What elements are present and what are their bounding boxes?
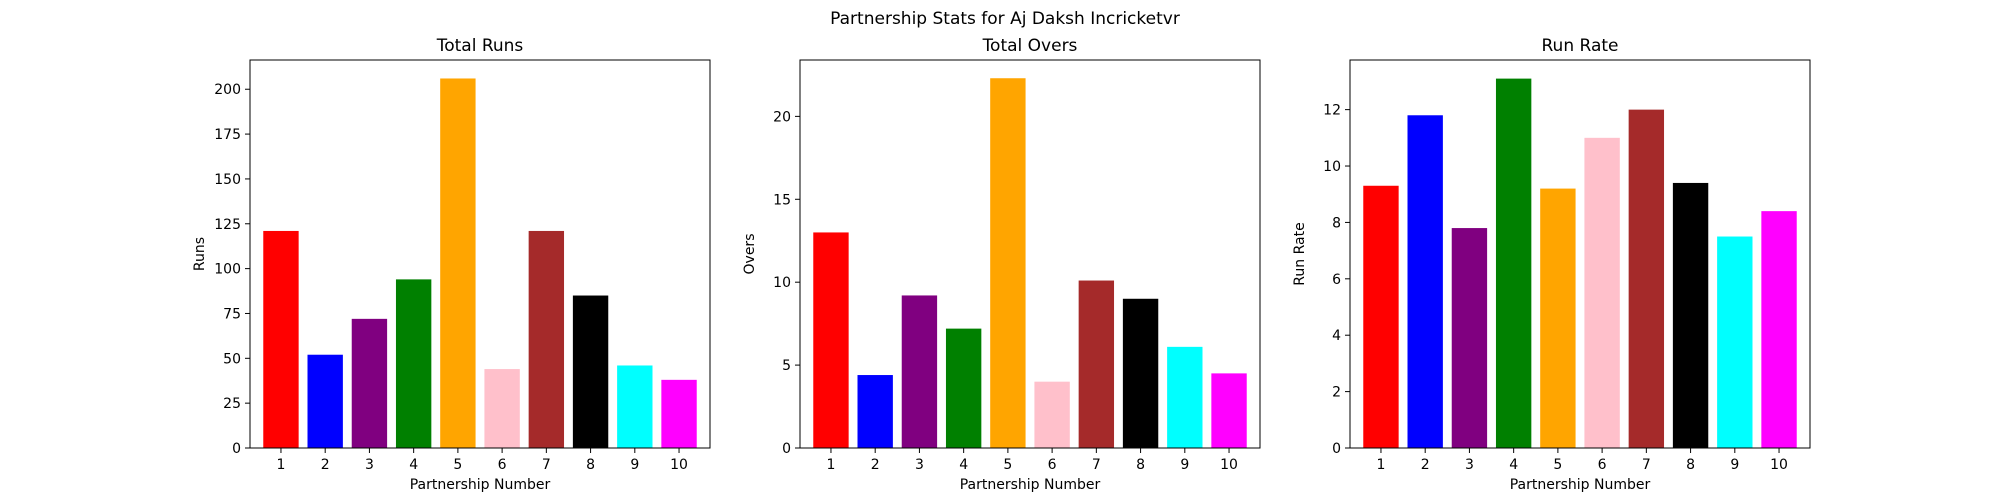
bar-1 — [263, 230, 299, 448]
x-tick-label: 4 — [1509, 457, 1518, 473]
y-tick-label: 100 — [214, 262, 241, 278]
y-tick-label: 175 — [214, 127, 241, 143]
y-tick-label: 75 — [223, 306, 241, 322]
x-tick-label: 9 — [630, 457, 639, 473]
bar-3 — [901, 295, 938, 448]
y-tick-label: 10 — [1323, 159, 1341, 175]
x-tick-label: 6 — [1598, 457, 1607, 473]
y-tick-label: 200 — [214, 82, 241, 98]
x-tick-label: 10 — [1220, 457, 1238, 473]
y-tick-label: 10 — [773, 275, 791, 291]
bar-7 — [1078, 280, 1115, 448]
x-tick-label: 10 — [670, 457, 688, 473]
axes-frame — [799, 59, 1261, 449]
y-tick-label: 25 — [223, 396, 241, 412]
x-tick-label: 10 — [1770, 457, 1788, 473]
bar-1 — [813, 232, 849, 448]
x-axis-label: Partnership Number — [960, 477, 1101, 493]
bar-4 — [945, 328, 982, 448]
x-tick-label: 3 — [1465, 457, 1474, 473]
y-tick-label: 4 — [1332, 328, 1341, 344]
x-tick-label: 8 — [1686, 457, 1695, 473]
y-tick-label: 8 — [1332, 215, 1341, 231]
chart-title: Run Rate — [1542, 36, 1619, 56]
bar-3 — [1451, 228, 1488, 448]
x-tick-label: 7 — [542, 457, 551, 473]
x-tick-label: 7 — [1642, 457, 1651, 473]
bar-5 — [1540, 188, 1576, 448]
y-tick-label: 0 — [232, 441, 241, 457]
figure-title: Partnership Stats for Aj Daksh Incricket… — [830, 9, 1180, 29]
chart-title: Total Runs — [436, 36, 524, 56]
bar-2 — [307, 354, 343, 448]
y-axis-label: Overs — [742, 234, 758, 275]
y-tick-label: 5 — [782, 358, 791, 374]
x-tick-label: 7 — [1092, 457, 1101, 473]
x-tick-label: 5 — [453, 457, 462, 473]
bar-8 — [1672, 182, 1709, 448]
x-axis-label: Partnership Number — [410, 477, 551, 493]
y-tick-label: 2 — [1332, 385, 1341, 401]
bar-4 — [1495, 78, 1532, 449]
x-axis-label: Partnership Number — [1510, 477, 1651, 493]
y-tick-label: 20 — [773, 109, 791, 125]
bar-3 — [351, 318, 388, 448]
x-tick-label: 4 — [959, 457, 968, 473]
x-tick-label: 4 — [409, 457, 418, 473]
x-tick-label: 1 — [277, 457, 286, 473]
x-tick-label: 2 — [321, 457, 330, 473]
x-tick-label: 3 — [915, 457, 924, 473]
bar-8 — [1122, 298, 1159, 448]
x-tick-label: 1 — [827, 457, 836, 473]
bar-6 — [484, 369, 520, 448]
x-tick-label: 3 — [365, 457, 374, 473]
bar-8 — [572, 295, 609, 448]
y-tick-label: 125 — [214, 217, 241, 233]
x-tick-label: 6 — [1048, 457, 1057, 473]
bar-7 — [528, 230, 565, 448]
y-tick-label: 6 — [1332, 272, 1341, 288]
x-tick-label: 8 — [1136, 457, 1145, 473]
y-axis-label: Runs — [192, 237, 208, 271]
chart-title: Total Overs — [982, 36, 1078, 56]
x-tick-label: 2 — [871, 457, 880, 473]
bar-2 — [857, 375, 893, 448]
axes-frame — [1349, 59, 1811, 449]
bar-10 — [1761, 211, 1797, 448]
bar-9 — [617, 365, 653, 448]
bar-1 — [1363, 185, 1399, 448]
axes-frame — [249, 59, 711, 449]
x-tick-label: 9 — [1730, 457, 1739, 473]
x-tick-label: 8 — [586, 457, 595, 473]
bar-4 — [395, 279, 432, 448]
y-tick-label: 50 — [223, 351, 241, 367]
x-tick-label: 2 — [1421, 457, 1430, 473]
x-tick-label: 5 — [1003, 457, 1012, 473]
x-tick-label: 9 — [1180, 457, 1189, 473]
y-tick-label: 15 — [773, 192, 791, 208]
bar-2 — [1407, 115, 1443, 449]
bar-5 — [440, 78, 476, 448]
y-tick-label: 150 — [214, 172, 241, 188]
x-tick-label: 5 — [1553, 457, 1562, 473]
bar-10 — [661, 379, 697, 448]
y-tick-label: 0 — [782, 441, 791, 457]
y-tick-label: 12 — [1323, 103, 1341, 119]
bar-6 — [1034, 381, 1070, 448]
bar-6 — [1584, 137, 1620, 448]
chart-2: 1 2 3 4 5 6 7 8 9 10 0 5 10 15 20 Total Overs Partnershi… — [742, 36, 1261, 493]
y-tick-label: 0 — [1332, 441, 1341, 457]
x-tick-label: 6 — [498, 457, 507, 473]
bar-9 — [1717, 236, 1753, 448]
x-tick-label: 1 — [1377, 457, 1386, 473]
y-axis-label: Run Rate — [1292, 222, 1308, 285]
bar-7 — [1628, 109, 1665, 448]
bar-9 — [1167, 346, 1203, 448]
bar-10 — [1211, 373, 1247, 448]
bar-5 — [990, 78, 1026, 449]
